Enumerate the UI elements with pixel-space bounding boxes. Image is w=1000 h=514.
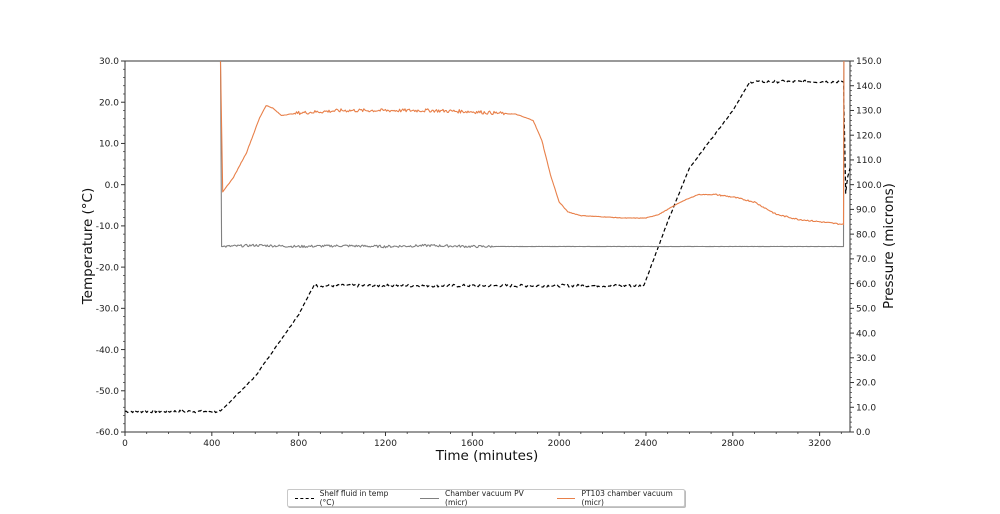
- legend-label: Chamber vacuum PV (micr): [445, 489, 524, 507]
- legend-label: Shelf fluid in temp (°C): [319, 489, 389, 507]
- legend-item-shelf-fluid-temp: Shelf fluid in temp (°C): [295, 489, 392, 507]
- series-layer: [124, 60, 851, 414]
- gray-line-swatch-icon: [420, 497, 440, 499]
- y-right-tick-label: 0.0: [856, 428, 871, 438]
- legend-label: PT103 chamber vacuum (micr): [581, 489, 673, 507]
- x-tick-label: 2000: [548, 439, 571, 449]
- y-axis-right-title: Pressure (microns): [881, 183, 897, 309]
- y-right-tick-label: 90.0: [856, 206, 876, 216]
- chart-legend: Shelf fluid in temp (°C) Chamber vacuum …: [287, 489, 685, 507]
- x-axis-title: Time (minutes): [435, 448, 539, 464]
- x-tick-label: 2800: [721, 439, 744, 449]
- y-left-tick-label: 20.0: [99, 98, 119, 108]
- y-left-tick-label: 30.0: [99, 57, 119, 67]
- y-right-tick-label: 120.0: [856, 131, 882, 141]
- y-right-tick-label: 50.0: [856, 305, 876, 315]
- y-right-tick-label: 110.0: [856, 156, 882, 166]
- y-right-tick-label: 10.0: [856, 403, 876, 413]
- y-left-tick-label: 0.0: [105, 181, 120, 191]
- series-line-pt103-chamber-vacuum: [219, 60, 845, 226]
- y-left-tick-label: -40.0: [96, 346, 120, 356]
- plot-frame: [124, 60, 851, 433]
- y-right-tick-label: 100.0: [856, 181, 882, 191]
- y-left-tick-label: -20.0: [96, 263, 120, 273]
- x-tick-label: 800: [290, 439, 307, 449]
- y-right-tick-label: 70.0: [856, 255, 876, 265]
- y-left-tick-label: -50.0: [96, 387, 120, 397]
- series-line-shelf-fluid-temp: [124, 79, 851, 414]
- orange-line-swatch-icon: [556, 497, 576, 499]
- y-right-tick-label: 30.0: [856, 354, 876, 364]
- y-axis-left-title: Temperature (°C): [80, 188, 96, 306]
- legend-item-chamber-vacuum-pv: Chamber vacuum PV (micr): [420, 489, 532, 507]
- x-tick-label: 400: [203, 439, 220, 449]
- y-right-tick-label: 20.0: [856, 379, 876, 389]
- x-tick-label: 3200: [808, 439, 831, 449]
- axes-layer: 0 400 800 1200 1600 2000 2400 2800 3200 30.0 20.0 1…: [96, 57, 882, 449]
- y-left-tick-label: 10.0: [99, 140, 119, 150]
- y-left-tick-label: -60.0: [96, 428, 120, 438]
- x-tick-label: 0: [122, 439, 128, 449]
- y-right-tick-label: 60.0: [856, 280, 876, 290]
- dashed-line-swatch-icon: [295, 497, 314, 499]
- y-right-tick-label: 40.0: [856, 329, 876, 339]
- x-tick-label: 1200: [374, 439, 397, 449]
- y-right-tick-label: 130.0: [856, 107, 882, 117]
- y-right-tick-label: 140.0: [856, 82, 882, 92]
- y-right-tick-label: 80.0: [856, 230, 876, 240]
- y-right-tick-label: 150.0: [856, 57, 882, 67]
- series-line-chamber-vacuum-pv: [219, 60, 845, 249]
- x-tick-label: 1600: [461, 439, 484, 449]
- x-tick-label: 2400: [635, 439, 658, 449]
- legend-item-pt103-chamber-vacuum: PT103 chamber vacuum (micr): [556, 489, 680, 507]
- y-left-tick-label: -30.0: [96, 305, 120, 315]
- y-left-tick-label: -10.0: [96, 222, 120, 232]
